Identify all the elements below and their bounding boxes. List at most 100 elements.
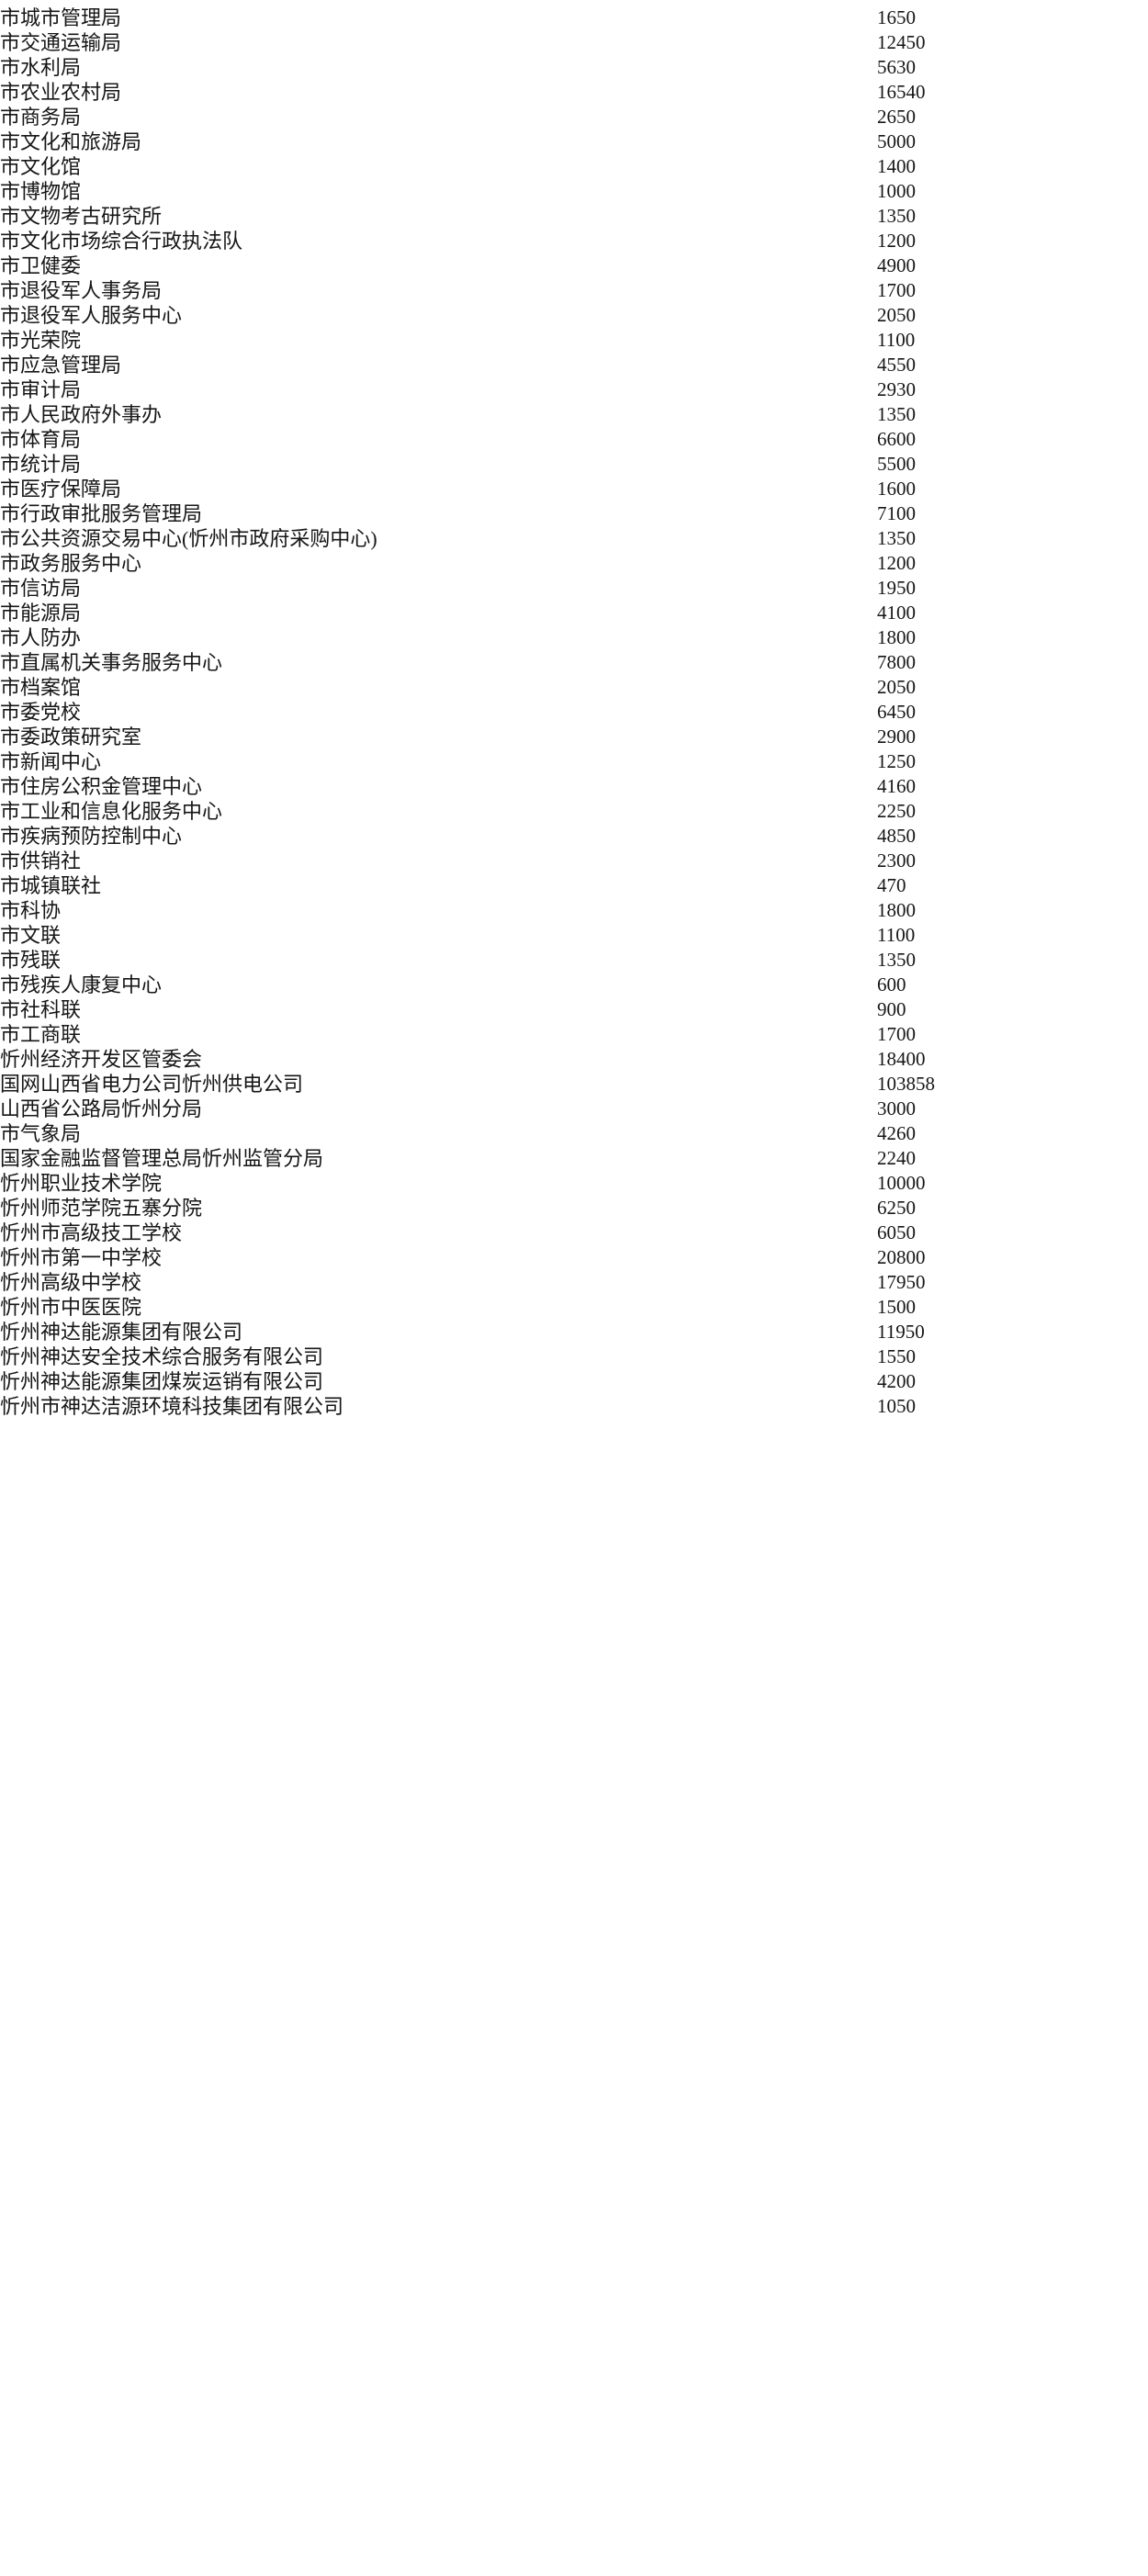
unit-name-cell: 市医疗保障局 [0, 478, 122, 501]
table-row: 忻州市神达洁源环境科技集团有限公司 1050 [0, 1394, 1148, 1419]
unit-name-cell: 市农业农村局 [0, 81, 122, 104]
unit-name-cell: 市工业和信息化服务中心 [0, 800, 223, 823]
unit-amount-cell: 2900 [877, 726, 916, 748]
unit-amount-cell: 6050 [877, 1221, 916, 1243]
table-row: 忻州市高级技工学校 6050 [0, 1221, 1148, 1245]
unit-name-cell: 市行政审批服务管理局 [0, 502, 203, 525]
unit-amount-cell: 11950 [877, 1321, 925, 1343]
unit-name-cell: 市工商联 [0, 1023, 82, 1046]
unit-amount-cell: 5500 [877, 453, 916, 475]
table-row: 市委政策研究室 2900 [0, 725, 1148, 749]
table-row: 市疾病预防控制中心 4850 [0, 824, 1148, 849]
unit-amount-cell: 17950 [877, 1271, 926, 1293]
unit-amount-cell: 1250 [877, 750, 916, 772]
unit-amount-cell: 1350 [877, 527, 916, 549]
unit-amount-cell: 1650 [877, 6, 916, 28]
unit-amount-cell: 4900 [877, 254, 916, 276]
table-row: 市行政审批服务管理局 7100 [0, 501, 1148, 526]
table-row: 市商务局 2650 [0, 105, 1148, 129]
unit-name-cell: 市文化市场综合行政执法队 [0, 230, 243, 253]
table-row: 市交通运输局 12450 [0, 30, 1148, 55]
unit-name-cell: 市疾病预防控制中心 [0, 825, 183, 848]
unit-amount-cell: 2050 [877, 676, 916, 698]
unit-amount-cell: 1100 [877, 329, 916, 351]
unit-amount-cell: 2650 [877, 106, 916, 128]
unit-name-cell: 市城镇联社 [0, 874, 102, 897]
table-row: 市气象局 4260 [0, 1121, 1148, 1146]
table-row: 市科协 1800 [0, 898, 1148, 923]
unit-name-cell: 市委党校 [0, 701, 82, 724]
table-row: 市文联 1100 [0, 923, 1148, 948]
table-row: 忻州神达能源集团有限公司 11950 [0, 1320, 1148, 1344]
unit-amount-cell: 1800 [877, 899, 916, 921]
table-row: 市住房公积金管理中心 4160 [0, 774, 1148, 799]
table-row: 市工业和信息化服务中心 2250 [0, 799, 1148, 824]
table-row: 市卫健委 4900 [0, 253, 1148, 278]
unit-name-cell: 市能源局 [0, 602, 82, 624]
unit-amount-cell: 2240 [877, 1147, 916, 1169]
unit-amount-cell: 2300 [877, 849, 916, 872]
table-row: 市退役军人服务中心 2050 [0, 303, 1148, 328]
unit-name-cell: 忻州神达能源集团有限公司 [0, 1321, 243, 1344]
unit-amount-cell: 1050 [877, 1395, 916, 1417]
table-row: 山西省公路局忻州分局 3000 [0, 1097, 1148, 1121]
table-row: 市公共资源交易中心(忻州市政府采购中心) 1350 [0, 526, 1148, 551]
unit-amount-cell: 1200 [877, 552, 916, 574]
unit-name-cell: 市新闻中心 [0, 750, 102, 773]
unit-name-cell: 市退役军人事务局 [0, 279, 163, 302]
table-row: 市退役军人事务局 1700 [0, 278, 1148, 303]
unit-name-cell: 市文物考古研究所 [0, 205, 163, 228]
unit-name-cell: 市统计局 [0, 453, 82, 476]
unit-amount-cell: 1400 [877, 155, 916, 177]
unit-amount-cell: 6250 [877, 1197, 916, 1219]
table-row: 忻州市第一中学校 20800 [0, 1245, 1148, 1270]
unit-amount-cell: 1500 [877, 1296, 916, 1318]
unit-amount-cell: 1950 [877, 577, 916, 599]
unit-amount-cell: 7800 [877, 651, 916, 673]
table-row: 市博物馆 1000 [0, 179, 1148, 204]
table-row: 市文化和旅游局 5000 [0, 129, 1148, 154]
unit-amount-cell: 7100 [877, 502, 916, 524]
unit-amount-cell: 20800 [877, 1246, 926, 1268]
unit-name-cell: 市文化和旅游局 [0, 130, 142, 153]
unit-amount-cell: 1350 [877, 949, 916, 971]
unit-amount-cell: 1200 [877, 230, 916, 252]
unit-name-cell: 市体育局 [0, 428, 82, 451]
table-row: 市工商联 1700 [0, 1022, 1148, 1047]
unit-amount-cell: 600 [877, 973, 906, 996]
table-row: 市信访局 1950 [0, 576, 1148, 601]
unit-name-cell: 市城市管理局 [0, 6, 122, 29]
table-row: 忻州神达能源集团煤炭运销有限公司 4200 [0, 1369, 1148, 1394]
unit-name-cell: 市住房公积金管理中心 [0, 775, 203, 798]
unit-amount-cell: 4850 [877, 825, 916, 847]
table-row: 市政务服务中心 1200 [0, 551, 1148, 576]
unit-name-cell: 忻州师范学院五寨分院 [0, 1197, 203, 1220]
table-row: 市能源局 4100 [0, 601, 1148, 625]
unit-name-cell: 忻州职业技术学院 [0, 1172, 163, 1195]
unit-name-cell: 市文联 [0, 924, 62, 947]
unit-amount-cell: 6450 [877, 701, 916, 723]
table-row: 市统计局 5500 [0, 452, 1148, 477]
unit-amount-cell: 1700 [877, 1023, 916, 1045]
unit-name-cell: 市水利局 [0, 56, 82, 79]
table-row: 市应急管理局 4550 [0, 353, 1148, 377]
unit-amount-cell: 1800 [877, 626, 916, 648]
table-row: 市文化市场综合行政执法队 1200 [0, 229, 1148, 253]
unit-amount-cell: 2250 [877, 800, 916, 822]
unit-name-cell: 市残疾人康复中心 [0, 973, 163, 996]
unit-amount-cell: 900 [877, 998, 906, 1020]
unit-amount-cell: 2050 [877, 304, 916, 326]
unit-amount-cell: 470 [877, 874, 906, 896]
unit-amount-cell: 18400 [877, 1048, 926, 1070]
unit-name-cell: 市供销社 [0, 849, 82, 872]
unit-name-cell: 忻州市高级技工学校 [0, 1221, 183, 1244]
table-row: 国网山西省电力公司忻州供电公司 103858 [0, 1072, 1148, 1097]
unit-amount-cell: 4260 [877, 1122, 916, 1144]
unit-name-cell: 市商务局 [0, 106, 82, 129]
unit-amount-cell: 4100 [877, 602, 916, 624]
unit-name-cell: 市卫健委 [0, 254, 82, 277]
unit-name-cell: 市气象局 [0, 1122, 82, 1145]
table-row: 市光荣院 1100 [0, 328, 1148, 353]
table-row: 市供销社 2300 [0, 849, 1148, 873]
table-row: 市委党校 6450 [0, 700, 1148, 725]
